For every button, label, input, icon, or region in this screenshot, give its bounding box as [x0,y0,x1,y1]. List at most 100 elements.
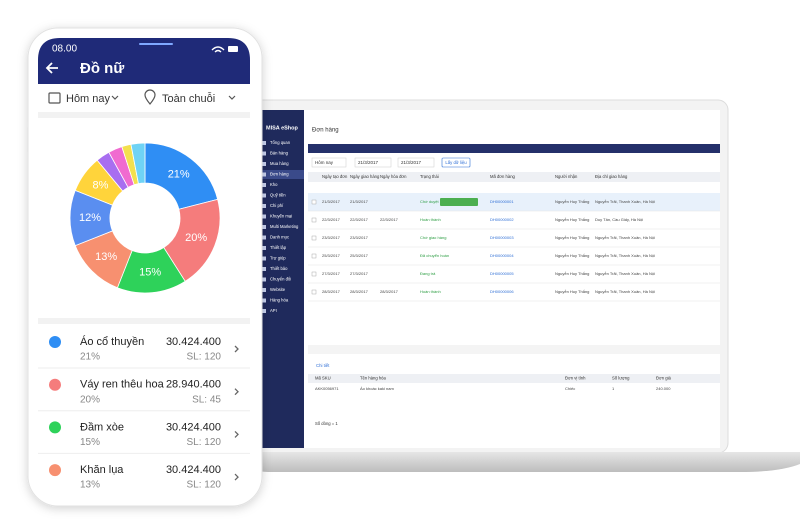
column-header: Ngày hóa đơn [380,174,407,179]
sidebar-item[interactable]: Danh mục [270,235,289,240]
detail-cell: Chiếc [565,386,575,391]
item-name[interactable]: Khăn lụa [80,464,124,476]
checkbox[interactable] [311,199,317,205]
item-quantity: SL: 120 [187,437,222,448]
table-cell: Chờ giao hàng [420,235,446,240]
sidebar-item[interactable]: Quỹ tiền [270,193,286,198]
item-amount: 30.424.400 [166,464,221,476]
back-button[interactable] [45,62,58,74]
sidebar-item[interactable]: Hàng hóa [270,298,289,303]
checkbox[interactable] [311,271,317,277]
table-cell: DH00000001 [490,199,514,204]
table-cell: Nguyễn Trãi, Thanh Xuân, Hà Nội [595,289,655,294]
sidebar-icon [262,309,266,313]
item-name[interactable]: Đầm xòe [80,421,124,433]
sidebar-active [256,170,304,179]
slice-label: 21% [168,168,190,180]
table-cell: 22/3/2017 [350,217,369,222]
legend-dot [49,464,61,477]
load-button[interactable] [441,157,471,168]
detail-cell: AKK0056971 [315,386,339,391]
sidebar-item[interactable]: Tổng quan [270,140,291,145]
action-button[interactable] [440,198,478,206]
sidebar-icon [262,172,266,177]
item-amount: 30.424.400 [166,336,221,348]
checkbox[interactable] [311,253,317,259]
chevron[interactable] [111,95,119,100]
table-cell: Nguyễn Huy Thắng [555,253,589,258]
laptop-content: MISA eShop Tổng quan Bán hàng Mua hàng Đơn h… [262,125,720,426]
chevron[interactable] [234,430,239,438]
table-cell: DH00000006 [490,289,514,294]
detail-cell: 1 [612,386,615,391]
table-header [308,172,720,182]
detail-cell: Áo khoác kaki nam [360,386,394,391]
item-quantity: SL: 120 [187,352,222,363]
filter-select[interactable]: Hôm nay [315,160,334,165]
chevron[interactable] [228,95,236,100]
sidebar-icon [262,214,266,219]
sidebar-item[interactable]: Đơn hàng [270,172,289,177]
sidebar-icon [262,235,266,240]
sidebar-item[interactable]: Thiết lập [270,245,287,250]
table-cell: Đã chuyển hoàn [420,253,449,258]
item-name[interactable]: Váy ren thêu hoa [80,379,165,391]
detail-cell: 240.000 [656,386,671,391]
item-percent: 21% [80,352,100,363]
table-cell: Hoàn thành [420,289,441,294]
screen-title: Đồ nữ [80,60,124,77]
filter[interactable]: Hôm nay [66,93,111,105]
table-cell: Nguyễn Huy Thắng [555,271,589,276]
checkbox[interactable] [311,217,317,223]
detail-tab[interactable]: Chi tiết [316,363,330,368]
sidebar-item[interactable]: Website [270,287,286,292]
load-label[interactable]: Lấy dữ liệu [445,160,467,165]
table-cell: DH00000002 [490,217,514,222]
sidebar-icon [262,256,266,261]
table-cell: 25/3/2017 [350,253,369,258]
logo: MISA eShop [266,125,299,131]
sidebar-item[interactable]: Thiết bảo [270,266,288,271]
table-cell: Đang trả [420,271,436,276]
filter[interactable]: Toàn chuỗi [162,92,215,105]
column-header: Mã đơn hàng [490,174,516,179]
pie-slice [130,142,146,185]
detail-header: Đơn giá [656,376,672,381]
sidebar-item[interactable]: Chuyển đổi [270,277,291,282]
table-cell: Chờ duyệt [420,199,440,204]
date-to[interactable]: 21/3/2017 [401,160,422,165]
legend-dot [49,421,61,434]
table-cell: DH00000004 [490,253,514,258]
sidebar-item[interactable]: API [270,308,277,313]
table-cell: DH00000005 [490,271,514,276]
table-cell: 22/3/2017 [380,217,399,222]
sidebar-item[interactable]: Chi phí [270,203,284,208]
table-cell: Nguyễn Trãi, Thanh Xuân, Hà Nội [595,199,655,204]
checkbox[interactable] [311,289,317,295]
item-name[interactable]: Áo cổ thuyền [80,335,144,348]
column-header: Ngày tạo đơn [322,174,348,179]
sidebar-item[interactable]: Trợ giúp [270,256,286,261]
date-from[interactable]: 21/3/2017 [358,160,379,165]
slice-label: 8% [93,180,109,192]
item-quantity: SL: 120 [187,480,222,491]
column-header: Địa chỉ giao hàng [595,174,628,179]
table-cell: 28/3/2017 [322,289,341,294]
checkbox[interactable] [311,235,317,241]
divider [38,318,250,324]
table-cell: 23/3/2017 [322,235,341,240]
detail-header: Tên hàng hóa [360,376,387,381]
detail-header: Mã SKU [315,376,331,381]
sidebar-item[interactable]: Multi Marketing [270,224,299,229]
sidebar-item[interactable]: Kho [270,182,278,187]
sidebar-item[interactable]: Mua hàng [270,161,289,166]
chevron[interactable] [234,473,239,481]
table-cell: 27/3/2017 [322,271,341,276]
sidebar-item[interactable]: Bán hàng [270,151,289,156]
sidebar-item[interactable]: Khuyến mại [270,214,292,219]
column-header: Trạng thái [420,174,439,179]
sidebar-icon [262,204,266,208]
chevron[interactable] [234,345,239,353]
chevron[interactable] [234,388,239,396]
